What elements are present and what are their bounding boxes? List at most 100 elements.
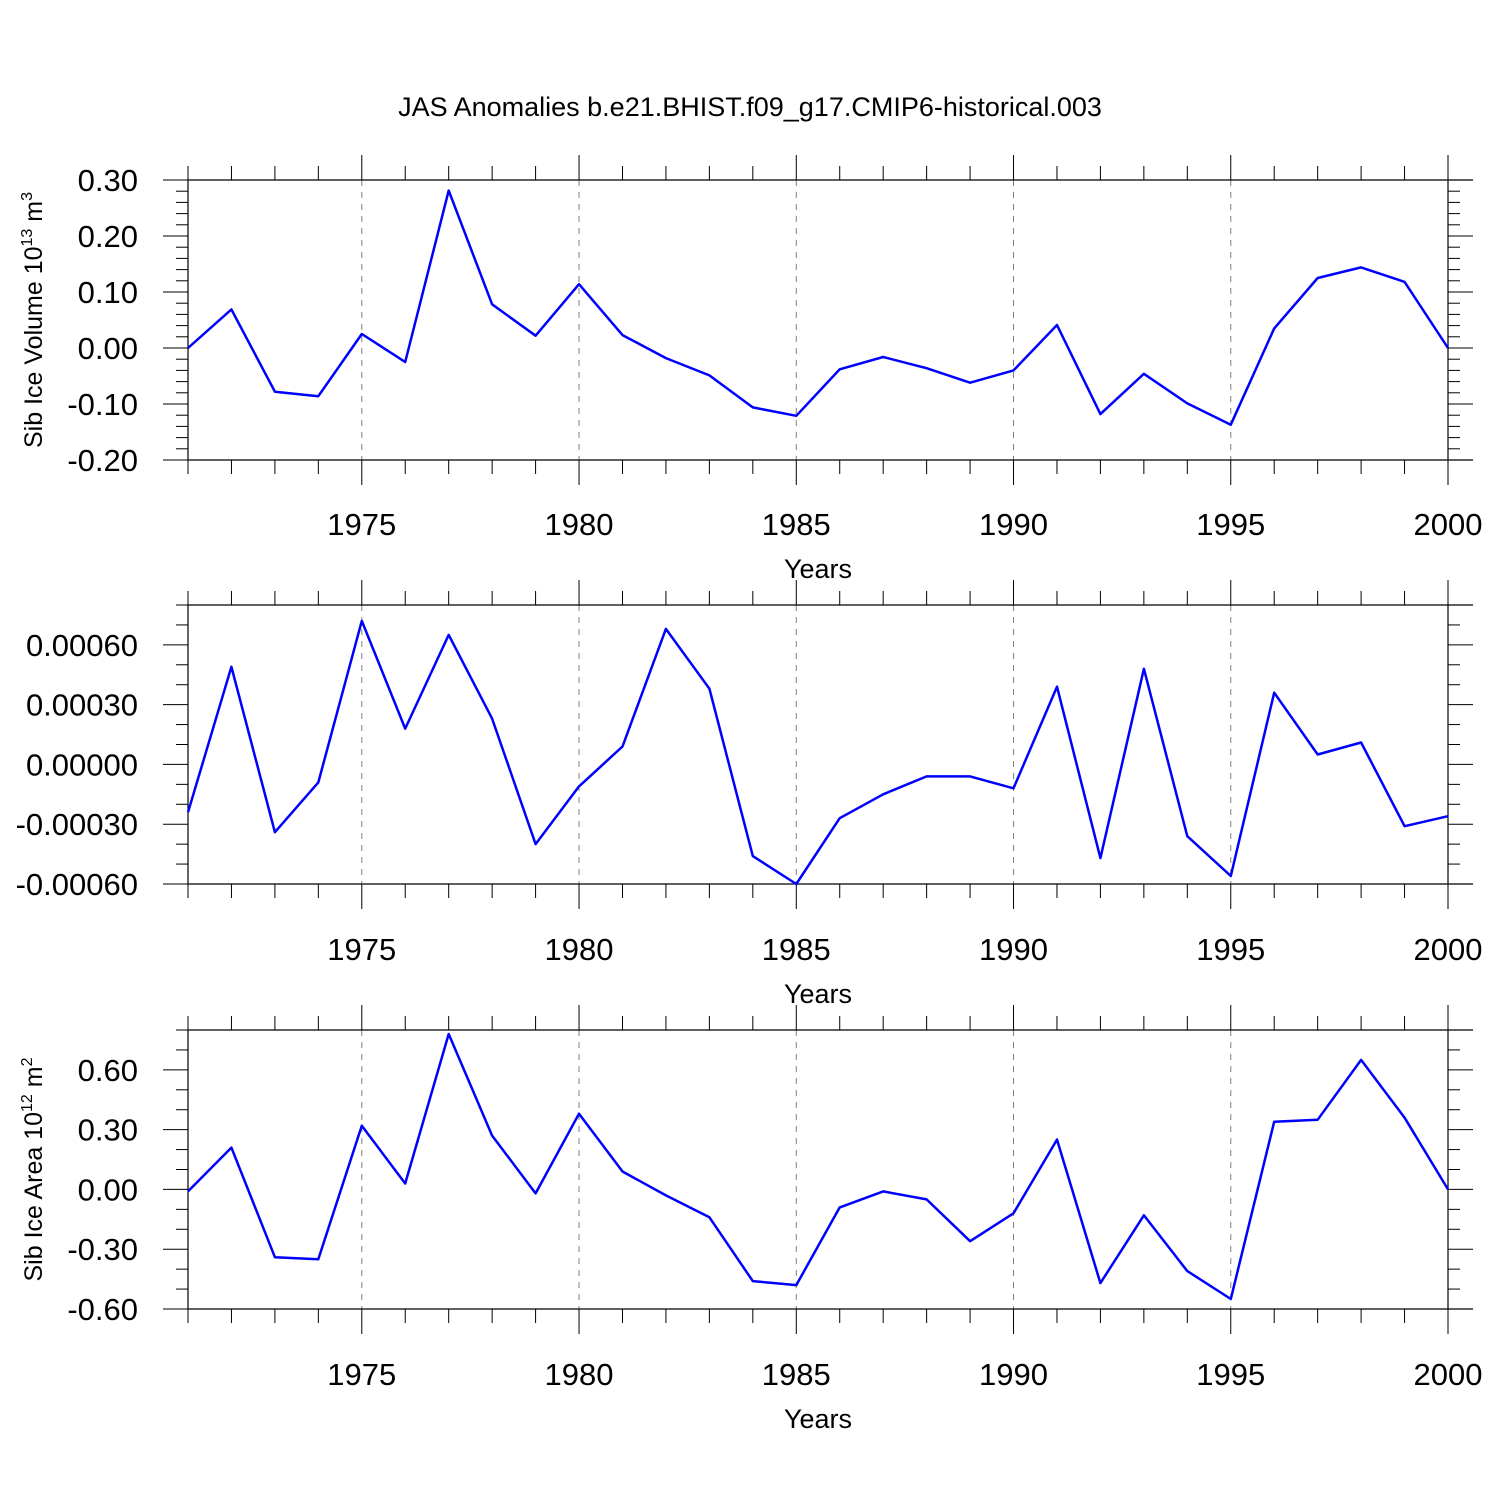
y-tick-label: 0.00 bbox=[78, 1172, 138, 1207]
data-point-1973 bbox=[273, 390, 277, 394]
x-tick-label: 1995 bbox=[1196, 507, 1265, 542]
data-point-1986 bbox=[838, 367, 842, 371]
data-point-1997 bbox=[1316, 276, 1320, 280]
x-tick-label: 1995 bbox=[1196, 1357, 1265, 1392]
data-point-1997 bbox=[1316, 752, 1320, 756]
x-tick-label: 1985 bbox=[762, 932, 831, 967]
data-point-1979 bbox=[534, 334, 538, 338]
data-point-1971 bbox=[186, 810, 190, 814]
data-point-1996 bbox=[1272, 1120, 1276, 1124]
series-line bbox=[186, 619, 1449, 886]
data-point-1993 bbox=[1142, 1213, 1146, 1217]
data-point-1995 bbox=[1229, 874, 1233, 878]
y-tick-label: 0.20 bbox=[78, 219, 138, 254]
panel-3: -0.60 -0.30 0.00 0.30 0.60 1975 1980 1985 1990 19… bbox=[19, 1005, 1482, 1434]
data-point-1981 bbox=[620, 1169, 624, 1173]
data-point-1996 bbox=[1272, 326, 1276, 330]
data-point-1980 bbox=[577, 282, 581, 286]
x-tick-label: 1990 bbox=[979, 507, 1048, 542]
data-point-1989 bbox=[968, 774, 972, 778]
y-tick-label: 0.30 bbox=[78, 1113, 138, 1148]
y-tick-label: 0.00060 bbox=[26, 628, 138, 663]
y-tick-label: 0.00000 bbox=[26, 747, 138, 782]
data-point-1998 bbox=[1359, 741, 1363, 745]
y-axis-title: Sib Ice Volume 1013 m3 bbox=[19, 192, 48, 448]
data-point-1993 bbox=[1142, 667, 1146, 671]
data-point-1994 bbox=[1185, 1269, 1189, 1273]
data-point-1978 bbox=[490, 1134, 494, 1138]
data-point-1998 bbox=[1359, 265, 1363, 269]
x-axis-title: Years bbox=[784, 554, 852, 584]
data-point-1972 bbox=[229, 665, 233, 669]
data-point-1975 bbox=[360, 1124, 364, 1128]
data-point-1989 bbox=[968, 381, 972, 385]
data-point-1979 bbox=[534, 1191, 538, 1195]
x-tick-label: 1990 bbox=[979, 932, 1048, 967]
panel-2: -0.00060 -0.00030 0.00000 0.00030 0.00060 197… bbox=[16, 580, 1483, 1009]
y-tick-label: 0.10 bbox=[78, 275, 138, 310]
data-point-1982 bbox=[664, 1193, 668, 1197]
data-point-1974 bbox=[316, 780, 320, 784]
data-point-1974 bbox=[316, 394, 320, 398]
data-point-1978 bbox=[490, 302, 494, 306]
y-tick-label: -0.20 bbox=[67, 443, 138, 478]
x-tick-label: 1985 bbox=[762, 507, 831, 542]
data-point-1993 bbox=[1142, 372, 1146, 376]
figure-title: JAS Anomalies b.e21.BHIST.f09_g17.CMIP6-… bbox=[398, 92, 1102, 122]
data-point-1995 bbox=[1229, 423, 1233, 427]
y-tick-label: 0.30 bbox=[78, 163, 138, 198]
data-point-1990 bbox=[1012, 786, 1016, 790]
data-point-1982 bbox=[664, 356, 668, 360]
x-tick-label: 1985 bbox=[762, 1357, 831, 1392]
x-tick-label: 1975 bbox=[327, 507, 396, 542]
data-point-1975 bbox=[360, 332, 364, 336]
data-point-1974 bbox=[316, 1257, 320, 1261]
data-point-1982 bbox=[664, 627, 668, 631]
data-point-1977 bbox=[447, 633, 451, 637]
data-point-1977 bbox=[447, 1032, 451, 1036]
data-point-1988 bbox=[925, 366, 929, 370]
data-point-1971 bbox=[186, 1189, 190, 1193]
data-point-1977 bbox=[447, 189, 451, 193]
data-point-2000 bbox=[1446, 1187, 1450, 1191]
data-point-1992 bbox=[1098, 1281, 1102, 1285]
y-tick-label: -0.10 bbox=[67, 387, 138, 422]
data-point-1992 bbox=[1098, 856, 1102, 860]
y-tick-label: 0.00 bbox=[78, 331, 138, 366]
data-point-1991 bbox=[1055, 1138, 1059, 1142]
data-point-1984 bbox=[751, 405, 755, 409]
data-point-1983 bbox=[707, 373, 711, 377]
data-point-1990 bbox=[1012, 368, 1016, 372]
data-point-1988 bbox=[925, 774, 929, 778]
data-point-2000 bbox=[1446, 346, 1450, 350]
data-point-1985 bbox=[794, 1283, 798, 1287]
x-tick-label: 2000 bbox=[1414, 932, 1483, 967]
data-point-1984 bbox=[751, 854, 755, 858]
data-point-1980 bbox=[577, 1112, 581, 1116]
data-point-1983 bbox=[707, 1215, 711, 1219]
data-point-1984 bbox=[751, 1279, 755, 1283]
data-point-1999 bbox=[1403, 280, 1407, 284]
data-point-1981 bbox=[620, 744, 624, 748]
x-tick-label: 1995 bbox=[1196, 932, 1265, 967]
x-tick-label: 1980 bbox=[545, 507, 614, 542]
series-line bbox=[187, 189, 1450, 426]
data-point-1973 bbox=[273, 830, 277, 834]
data-point-1983 bbox=[707, 687, 711, 691]
y-tick-label: -0.30 bbox=[67, 1232, 138, 1267]
data-point-1976 bbox=[403, 1181, 407, 1185]
y-tick-label: 0.60 bbox=[78, 1053, 138, 1088]
data-point-1976 bbox=[403, 360, 407, 364]
data-point-1992 bbox=[1098, 412, 1102, 416]
data-point-1991 bbox=[1055, 685, 1059, 689]
panel-1: -0.20 -0.10 0.00 0.10 0.20 0.30 1975 1980 1985 19… bbox=[19, 155, 1482, 584]
data-point-1987 bbox=[881, 792, 885, 796]
y-tick-label: -0.00060 bbox=[16, 867, 138, 902]
x-tick-label: 2000 bbox=[1414, 1357, 1483, 1392]
y-tick-label: -0.00030 bbox=[16, 807, 138, 842]
data-point-1994 bbox=[1185, 834, 1189, 838]
data-point-1994 bbox=[1185, 401, 1189, 405]
data-point-1990 bbox=[1012, 1211, 1016, 1215]
